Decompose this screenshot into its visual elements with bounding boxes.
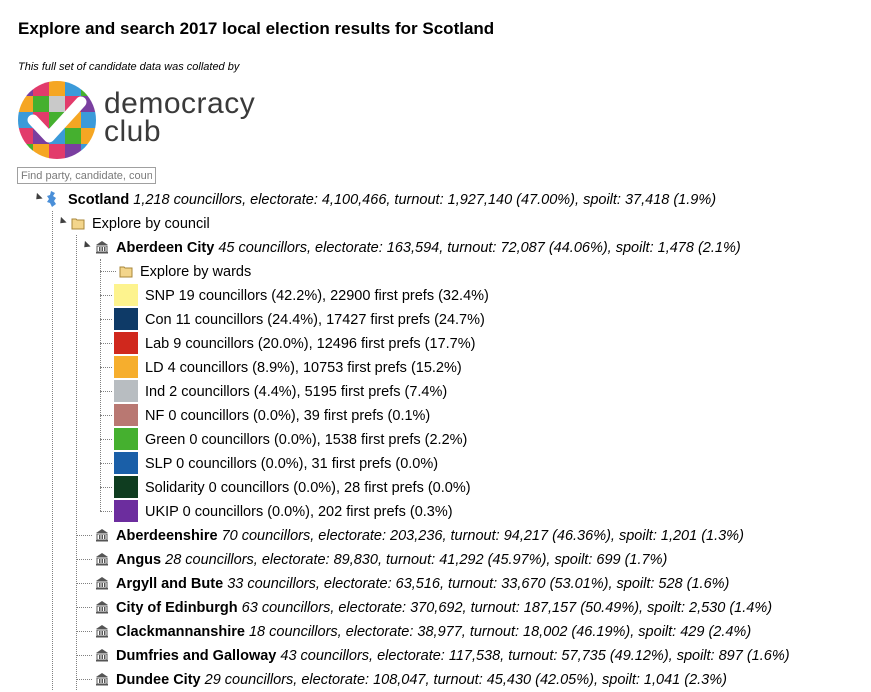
party-color-swatch <box>114 428 138 450</box>
party-row[interactable]: Green 0 councillors (0.0%), 1538 first p… <box>145 432 468 448</box>
party-row[interactable]: LD 4 councillors (8.9%), 10753 first pre… <box>145 360 462 376</box>
tree-guide <box>100 463 112 464</box>
council-node[interactable]: Dundee City 29 councillors, electorate: … <box>116 672 727 688</box>
page-title: Explore and search 2017 local election r… <box>18 19 495 38</box>
council-building-icon <box>96 649 108 662</box>
tree-guide <box>76 655 92 656</box>
democracy-club-logo-icon[interactable] <box>17 80 97 160</box>
tree-root-scotland[interactable]: Scotland 1,218 councillors, electorate: … <box>68 192 717 208</box>
party-color-swatch <box>114 380 138 402</box>
party-row[interactable]: NF 0 councillors (0.0%), 39 first prefs … <box>145 408 431 424</box>
party-row[interactable]: Solidarity 0 councillors (0.0%), 28 firs… <box>145 480 471 496</box>
council-node[interactable]: Aberdeenshire 70 councillors, electorate… <box>116 528 744 544</box>
tree-guide <box>76 607 92 608</box>
party-color-swatch <box>114 404 138 426</box>
party-color-swatch <box>114 500 138 522</box>
council-node[interactable]: Angus 28 councillors, electorate: 89,830… <box>116 552 668 568</box>
party-row[interactable]: UKIP 0 councillors (0.0%), 202 first pre… <box>145 504 453 520</box>
tree-guide <box>100 487 112 488</box>
folder-icon <box>71 218 85 230</box>
party-color-swatch <box>114 284 138 306</box>
council-node[interactable]: City of Edinburgh 63 councillors, electo… <box>116 600 773 616</box>
council-building-icon <box>96 673 108 686</box>
tree-guide <box>76 631 92 632</box>
logo-wordmark: democracy club <box>104 87 256 148</box>
council-building-icon <box>96 553 108 566</box>
search-input[interactable] <box>17 167 156 184</box>
council-building-icon <box>96 601 108 614</box>
council-node[interactable]: Argyll and Bute 33 councillors, electora… <box>116 576 730 592</box>
party-color-swatch <box>114 476 138 498</box>
party-color-swatch <box>114 452 138 474</box>
tree-guide <box>100 511 112 512</box>
tree-guide <box>76 535 92 536</box>
party-row[interactable]: SLP 0 councillors (0.0%), 31 first prefs… <box>145 456 439 472</box>
party-color-swatch <box>114 332 138 354</box>
council-building-icon <box>96 529 108 542</box>
tree-guide <box>76 559 92 560</box>
council-building-icon <box>96 241 108 254</box>
scotland-map-icon <box>47 191 56 207</box>
tree-guide <box>100 367 112 368</box>
folder-icon <box>119 266 133 278</box>
party-row[interactable]: Ind 2 councillors (4.4%), 5195 first pre… <box>145 384 448 400</box>
party-color-swatch <box>114 308 138 330</box>
party-row[interactable]: Con 11 councillors (24.4%), 17427 first … <box>145 312 485 328</box>
tree-guide <box>100 319 112 320</box>
tree-guide <box>76 583 92 584</box>
tree-guide <box>76 679 92 680</box>
explore-by-wards-node[interactable]: Explore by wards <box>140 264 252 280</box>
tree-guide <box>100 271 116 272</box>
collapse-toggle-icon[interactable] <box>33 192 43 203</box>
collapse-toggle-icon[interactable] <box>81 240 91 251</box>
party-row[interactable]: SNP 19 councillors (42.2%), 22900 first … <box>145 288 489 304</box>
explore-by-council-node[interactable]: Explore by council <box>92 216 210 232</box>
tree-guide <box>100 259 101 511</box>
tree-guide <box>100 439 112 440</box>
tree-guide <box>100 415 112 416</box>
council-building-icon <box>96 577 108 590</box>
council-node-aberdeen-city[interactable]: Aberdeen City 45 councillors, electorate… <box>116 240 741 256</box>
tree-guide <box>100 295 112 296</box>
council-building-icon <box>96 625 108 638</box>
credit-text: This full set of candidate data was coll… <box>18 61 240 73</box>
tree-guide <box>52 211 53 690</box>
tree-guide <box>100 391 112 392</box>
tree-guide <box>76 235 77 690</box>
council-node[interactable]: Clackmannanshire 18 councillors, elector… <box>116 624 752 640</box>
collapse-toggle-icon[interactable] <box>57 216 67 227</box>
party-color-swatch <box>114 356 138 378</box>
tree-guide <box>100 343 112 344</box>
party-row[interactable]: Lab 9 councillors (20.0%), 12496 first p… <box>145 336 476 352</box>
council-node[interactable]: Dumfries and Galloway 43 councillors, el… <box>116 648 790 664</box>
